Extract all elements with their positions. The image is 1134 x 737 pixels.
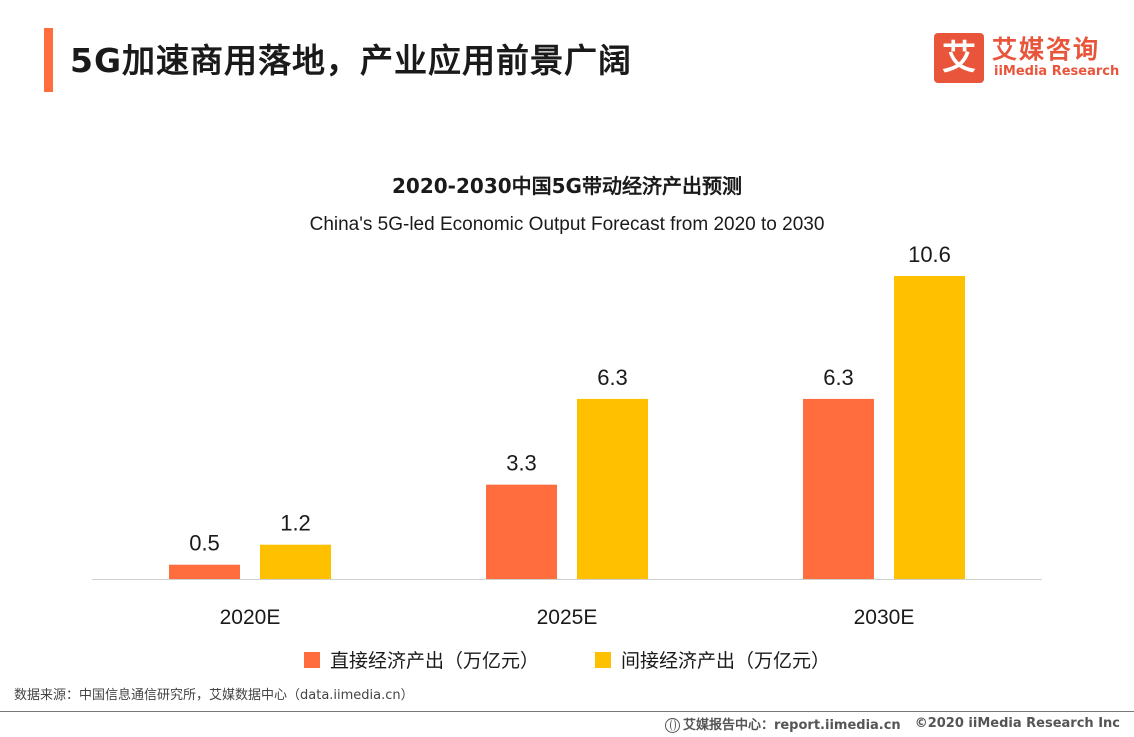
data-label-indirect-2030E: 10.6 xyxy=(908,242,951,267)
legend-swatch-indirect xyxy=(595,651,611,668)
globe-icon xyxy=(664,718,680,733)
bar-indirect-2030E xyxy=(894,276,965,579)
data-label-indirect-2025E: 6.3 xyxy=(597,365,628,390)
data-label-direct-2025E: 3.3 xyxy=(506,451,537,476)
x-tick-label-2020E: 2020E xyxy=(220,606,281,629)
logo-name-en: iiMedia Research xyxy=(994,64,1120,79)
bar-indirect-2020E xyxy=(260,544,331,579)
logo-mark: 艾 xyxy=(934,33,984,83)
data-label-direct-2030E: 6.3 xyxy=(823,365,854,390)
title-accent-bar xyxy=(44,28,53,92)
footer-copyright: ©2020 iiMedia Research Inc xyxy=(914,716,1120,731)
logo-name-cn: 艾媒咨询 xyxy=(992,35,1101,64)
bar-direct-2025E xyxy=(486,484,557,579)
legend-label-indirect: 间接经济产出（万亿元） xyxy=(621,650,831,672)
footer: 艾媒报告中心：report.iimedia.cn ©2020 iiMedia R… xyxy=(664,714,1120,733)
chart-subtitle: China's 5G-led Economic Output Forecast … xyxy=(309,214,825,235)
bar-direct-2030E xyxy=(803,398,874,579)
bar-direct-2020E xyxy=(169,564,240,579)
source-note: 数据来源：中国信息通信研究所，艾媒数据中心（data.iimedia.cn） xyxy=(14,688,414,703)
x-tick-label-2025E: 2025E xyxy=(537,606,598,629)
footer-divider xyxy=(0,711,1134,712)
data-label-indirect-2020E: 1.2 xyxy=(280,511,311,536)
legend-item-indirect: 间接经济产出（万亿元） xyxy=(595,646,830,673)
bar-indirect-2025E xyxy=(577,398,648,579)
page-title: 5G加速商用落地，产业应用前景广阔 xyxy=(70,41,633,80)
legend-swatch-direct xyxy=(303,651,320,668)
data-label-direct-2020E: 0.5 xyxy=(189,531,220,556)
legend-label-direct: 直接经济产出（万亿元） xyxy=(329,650,539,672)
x-tick-label-2030E: 2030E xyxy=(854,606,915,629)
iimedia-logo: 艾 艾媒咨询 iiMedia Research xyxy=(934,30,1119,86)
footer-site-text: 艾媒报告中心：report.iimedia.cn xyxy=(682,718,901,733)
legend-item-direct: 直接经济产出（万亿元） xyxy=(303,646,539,673)
chart-legend: 直接经济产出（万亿元） 间接经济产出（万亿元） xyxy=(0,646,1134,673)
chart-title: 2020-2030中国5G带动经济产出预测 xyxy=(392,174,742,198)
footer-site: 艾媒报告中心：report.iimedia.cn xyxy=(664,714,901,733)
